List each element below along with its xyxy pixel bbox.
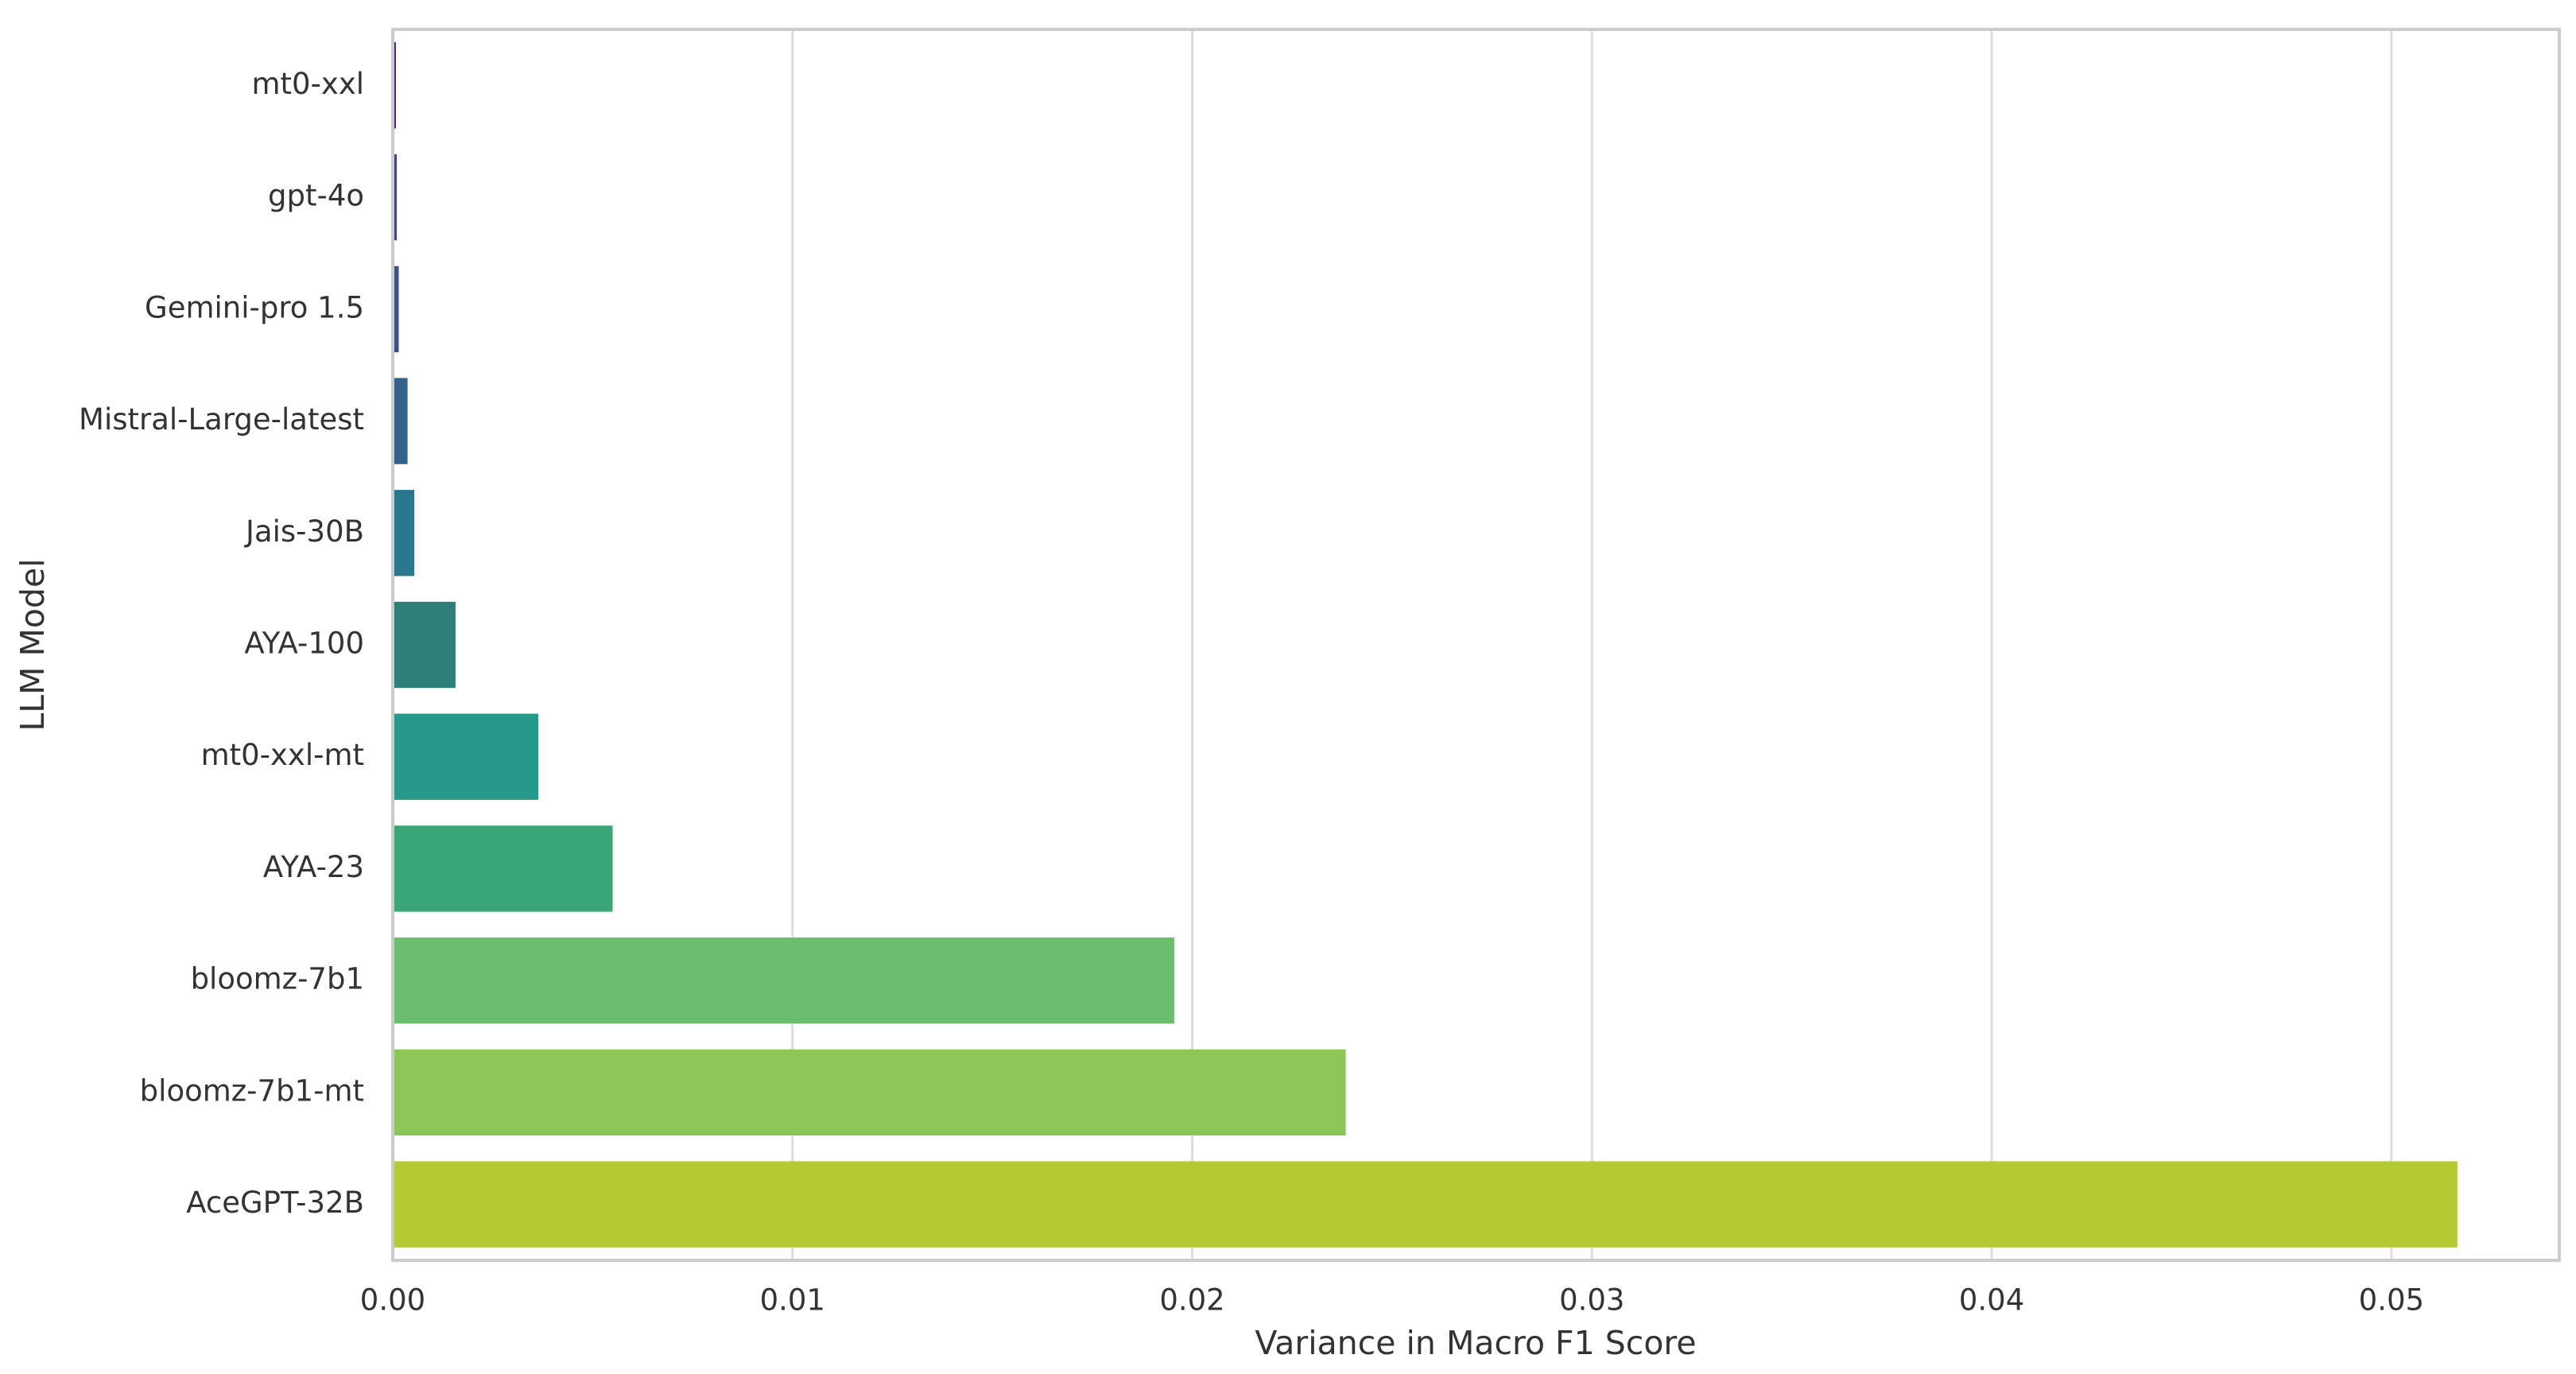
bar [393,601,456,689]
bar [393,713,539,800]
y-tick-label: AceGPT-32B [186,1186,364,1220]
y-tick-label: bloomz-7b1 [191,962,364,996]
plot-frame [391,28,2561,1262]
y-tick-label: mt0-xxl [251,67,364,101]
y-tick-label: Gemini-pro 1.5 [145,290,364,324]
bar [393,825,613,912]
bar [393,1161,2458,1248]
bar [393,42,397,129]
y-tick-label: mt0-xxl-mt [201,738,364,772]
x-tick-label: 0.05 [2359,1283,2424,1318]
bar [393,378,408,464]
y-tick-label: Jais-30B [244,514,364,549]
y-tick-label: gpt-4o [268,179,364,213]
x-tick-label: 0.01 [760,1283,825,1318]
bar [393,1049,1346,1136]
x-tick-label: 0.03 [1559,1283,1624,1318]
y-tick-label: Mistral-Large-latest [79,402,364,437]
y-axis-title: LLM Model [14,558,52,731]
y-tick-label: AYA-23 [263,850,364,884]
y-tick-label: bloomz-7b1-mt [140,1073,364,1108]
bar [393,937,1174,1024]
y-tick-label: AYA-100 [244,627,364,661]
x-axis-title: Variance in Macro F1 Score [1255,1324,1696,1362]
x-tick-label: 0.02 [1159,1283,1224,1318]
bar [393,266,399,352]
x-tick-label: 0.00 [360,1283,425,1318]
x-tick-label: 0.04 [1959,1283,2024,1318]
bar [393,153,398,241]
bar [393,490,415,576]
